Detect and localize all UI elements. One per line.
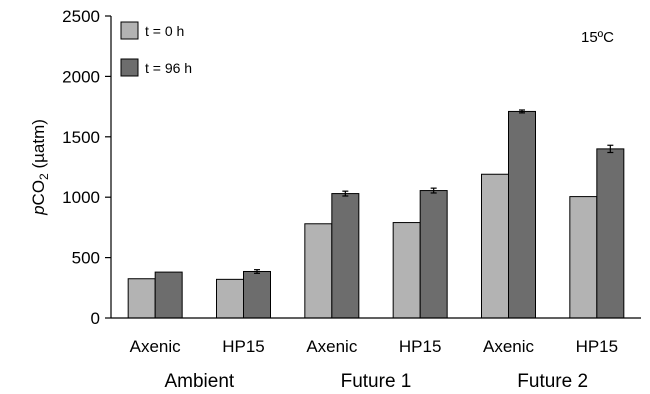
y-tick-label: 1000	[62, 188, 100, 207]
legend: t = 0 h t = 96 h	[120, 21, 192, 77]
x-tick-label: Axenic	[483, 337, 535, 356]
bar-t96	[331, 193, 360, 319]
y-tick-label: 1500	[62, 128, 100, 147]
bar-t96	[596, 148, 625, 319]
x-tick-label: HP15	[576, 337, 619, 356]
bar-t0	[304, 223, 333, 319]
group-label: Future 2	[517, 371, 588, 392]
bar-t96	[243, 270, 271, 319]
x-tick-label: HP15	[222, 337, 265, 356]
x-tick-label: Axenic	[130, 337, 182, 356]
x-tick-label: Axenic	[306, 337, 358, 356]
legend-swatch-t96	[120, 58, 139, 77]
x-axis-labels: Axenic HP15 Axenic HP15 Axenic HP15 Ambient Fut…	[130, 337, 618, 392]
y-tick-label: 500	[72, 249, 100, 268]
bars	[127, 109, 625, 319]
group-label: Future 1	[341, 371, 412, 392]
bar-t0	[127, 278, 156, 319]
bar-t0	[569, 196, 598, 319]
x-tick-label: HP15	[399, 337, 442, 356]
y-axis-ticks: 0 500 1000 1500 2000 2500	[62, 7, 111, 328]
bar-t0	[481, 173, 509, 319]
y-tick-label: 2500	[62, 7, 100, 26]
bar-t96	[419, 190, 448, 319]
group-label: Ambient	[164, 371, 234, 392]
legend-label-t0: t = 0 h	[145, 23, 184, 39]
bar-t0	[216, 278, 244, 319]
bar-t96	[508, 110, 536, 319]
y-axis-label: pCO2 (µatm)	[29, 119, 51, 216]
legend-label-t96: t = 96 h	[145, 60, 192, 76]
bar-t0	[392, 222, 421, 319]
bar-t96	[154, 271, 183, 319]
y-tick-label: 0	[91, 309, 100, 328]
temperature-annotation: 15ºC	[581, 29, 614, 46]
y-tick-label: 2000	[62, 67, 100, 86]
legend-swatch-t0	[120, 21, 139, 40]
